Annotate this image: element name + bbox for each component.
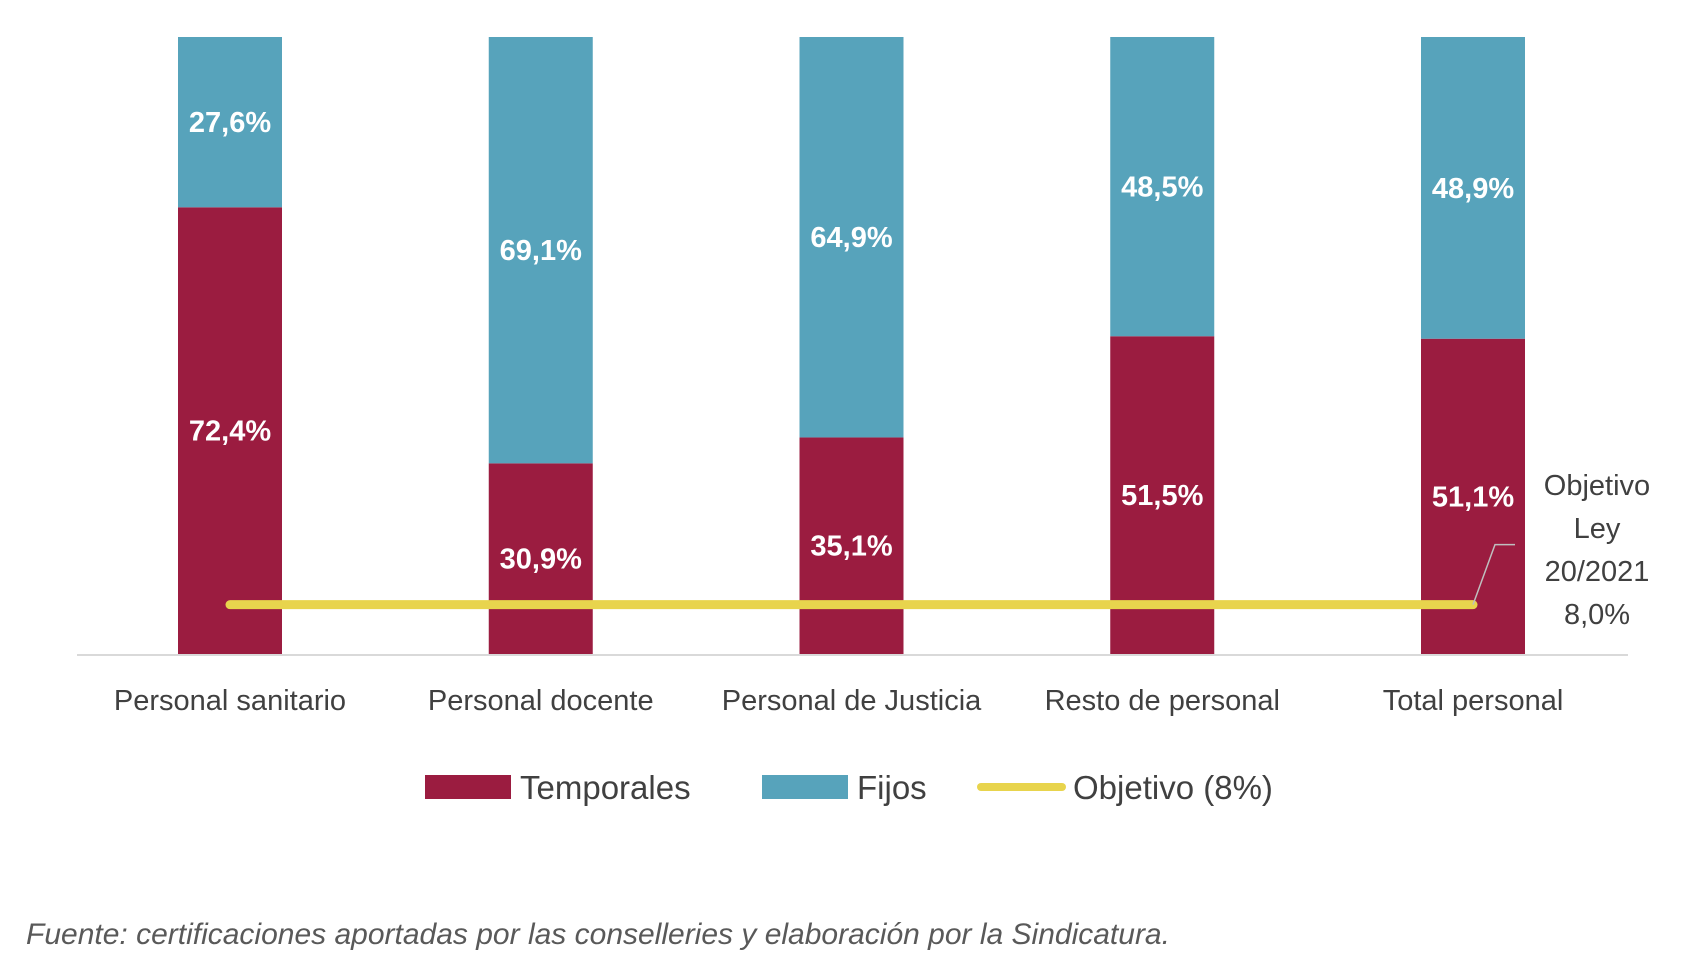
category-label: Personal sanitario [114,685,346,717]
bar-fijos-2 [799,37,904,438]
category-label: Resto de personal [1045,685,1280,717]
legend-label-fijos: Fijos [857,769,927,806]
data-label: 48,5% [1121,172,1203,204]
bar-temporales-1 [488,463,593,654]
data-label: 27,6% [189,107,271,139]
category-label: Total personal [1383,685,1564,717]
legend-label-objetivo: Objetivo (8%) [1073,769,1273,806]
source-note: Fuente: certificaciones aportadas por la… [26,918,1170,951]
annotation-text: 20/2021 [1545,556,1650,588]
bar-fijos-3 [1110,37,1215,337]
data-label: 30,9% [500,544,582,576]
legend-swatch-fijos [762,775,848,799]
data-label: 69,1% [500,235,582,267]
category-label: Personal docente [428,685,654,717]
category-label: Personal de Justicia [722,685,982,717]
data-label: 51,5% [1121,480,1203,512]
data-label: 72,4% [189,416,271,448]
data-label: 51,1% [1432,481,1514,513]
annotation-text: Ley [1574,513,1621,545]
bar-fijos-4 [1421,37,1525,339]
annotation-leader-line [1472,543,1515,605]
data-label: 35,1% [810,531,892,563]
annotation-text: 8,0% [1564,599,1630,631]
legend-label-temporales: Temporales [520,769,691,806]
legend-swatch-temporales [425,775,511,799]
bar-temporales-0 [178,207,282,655]
bar-fijos-1 [488,37,593,464]
bar-temporales-2 [799,437,904,654]
data-label: 48,9% [1432,173,1514,205]
data-label: 64,9% [810,222,892,254]
annotation-text: Objetivo [1544,470,1650,502]
bar-fijos-0 [178,37,282,208]
